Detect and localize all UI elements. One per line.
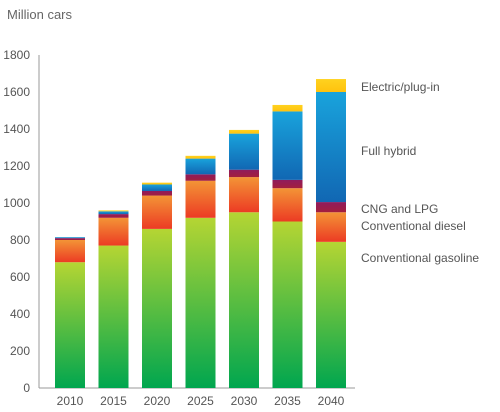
bar-conventional-gasoline-2035	[272, 221, 303, 388]
y-tick-label: 400	[10, 307, 30, 321]
y-tick-label: 0	[23, 381, 30, 395]
legend-full-hybrid: Full hybrid	[361, 144, 416, 158]
unit-label: Million cars	[7, 7, 73, 22]
bar-conventional-diesel-2015	[98, 217, 129, 246]
x-tick-label: 2020	[144, 394, 171, 408]
y-tick-label: 1600	[3, 85, 30, 99]
y-tick-label: 600	[10, 270, 30, 284]
bar-full-hybrid-2010	[55, 237, 85, 239]
bar-cng-and-lpg-2030	[229, 169, 259, 178]
bar-conventional-gasoline-2040	[316, 241, 346, 388]
x-tick-label: 2025	[187, 394, 214, 408]
x-axis: 2010 2015 2020 2025 2030 2035 2040	[39, 387, 355, 408]
bar-electric-plug-in-2025	[185, 155, 216, 159]
legend-conventional-gasoline: Conventional gasoline	[361, 251, 479, 265]
bar-conventional-diesel-2025	[185, 180, 216, 218]
bar-conventional-diesel-2040	[316, 212, 346, 242]
bar-cng-and-lpg-2010	[55, 238, 85, 240]
bar-stack-2020	[142, 182, 172, 388]
x-tick-label: 2030	[231, 394, 258, 408]
bar-full-hybrid-2025	[185, 158, 216, 175]
bar-stack-2035	[272, 104, 303, 388]
y-axis: 0 200 400 600 800 1000 1200 1400 1600 1800	[3, 48, 40, 395]
bar-conventional-gasoline-2010	[55, 262, 85, 388]
y-tick-labels: 0 200 400 600 800 1000 1200 1400 1600 1800	[3, 48, 30, 395]
legend-conventional-diesel: Conventional diesel	[361, 219, 466, 233]
x-tick-label: 2035	[274, 394, 301, 408]
bar-stack-2015	[98, 210, 129, 388]
y-tick-label: 1000	[3, 196, 30, 210]
legend: Electric/plug-in Full hybrid CNG and LPG…	[361, 80, 479, 265]
bar-stack-2010	[55, 237, 85, 388]
x-tick-label: 2040	[318, 394, 345, 408]
bar-conventional-diesel-2010	[55, 240, 85, 263]
bar-stack-2030	[229, 129, 259, 388]
bar-full-hybrid-2020	[142, 184, 172, 191]
bar-full-hybrid-2015	[98, 211, 129, 215]
bar-conventional-diesel-2035	[272, 188, 303, 222]
bar-electric-plug-in-2015	[98, 210, 129, 212]
y-tick-label: 1200	[3, 159, 30, 173]
bar-stack-2040	[316, 79, 346, 388]
bar-conventional-diesel-2030	[229, 177, 259, 213]
bar-conventional-gasoline-2020	[142, 228, 172, 388]
y-tick-label: 1400	[3, 122, 30, 136]
y-tick-label: 1800	[3, 48, 30, 62]
bar-full-hybrid-2030	[229, 133, 259, 170]
bar-stack-2025	[185, 155, 216, 388]
x-tick-label: 2015	[100, 394, 127, 408]
bar-conventional-gasoline-2025	[185, 217, 216, 388]
bar-stacks	[55, 79, 346, 388]
bar-cng-and-lpg-2035	[272, 179, 303, 189]
bar-full-hybrid-2035	[272, 111, 303, 180]
x-tick-labels: 2010 2015 2020 2025 2030 2035 2040	[57, 394, 345, 408]
bar-cng-and-lpg-2015	[98, 214, 129, 218]
bar-full-hybrid-2040	[316, 92, 346, 203]
bar-cng-and-lpg-2020	[142, 190, 172, 196]
bar-electric-plug-in-2040	[316, 79, 346, 92]
y-tick-label: 800	[10, 233, 30, 247]
bar-electric-plug-in-2020	[142, 182, 172, 185]
bar-conventional-gasoline-2015	[98, 245, 129, 388]
bar-cng-and-lpg-2040	[316, 202, 346, 213]
bar-cng-and-lpg-2025	[185, 174, 216, 181]
bar-conventional-gasoline-2030	[229, 212, 259, 388]
x-tick-label: 2010	[57, 394, 84, 408]
bar-electric-plug-in-2030	[229, 129, 259, 134]
legend-electric-plug-in: Electric/plug-in	[361, 80, 440, 94]
bar-conventional-diesel-2020	[142, 195, 172, 229]
y-tick-label: 200	[10, 344, 30, 358]
legend-cng-and-lpg: CNG and LPG	[361, 202, 438, 216]
bar-electric-plug-in-2035	[272, 104, 303, 112]
